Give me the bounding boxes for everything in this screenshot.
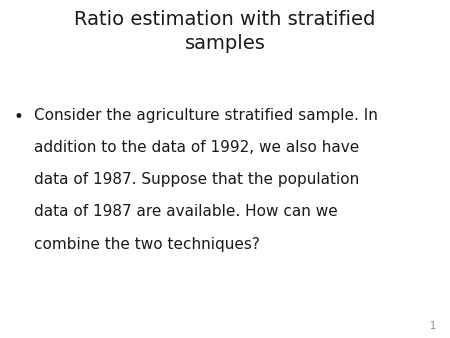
Text: data of 1987. Suppose that the population: data of 1987. Suppose that the populatio…	[34, 172, 359, 187]
Text: Ratio estimation with stratified
samples: Ratio estimation with stratified samples	[74, 10, 376, 53]
Text: 1: 1	[430, 321, 436, 331]
Text: Consider the agriculture stratified sample. In: Consider the agriculture stratified samp…	[34, 108, 378, 123]
Text: addition to the data of 1992, we also have: addition to the data of 1992, we also ha…	[34, 140, 359, 155]
Text: data of 1987 are available. How can we: data of 1987 are available. How can we	[34, 204, 338, 219]
Text: •: •	[14, 108, 23, 126]
Text: combine the two techniques?: combine the two techniques?	[34, 237, 260, 251]
